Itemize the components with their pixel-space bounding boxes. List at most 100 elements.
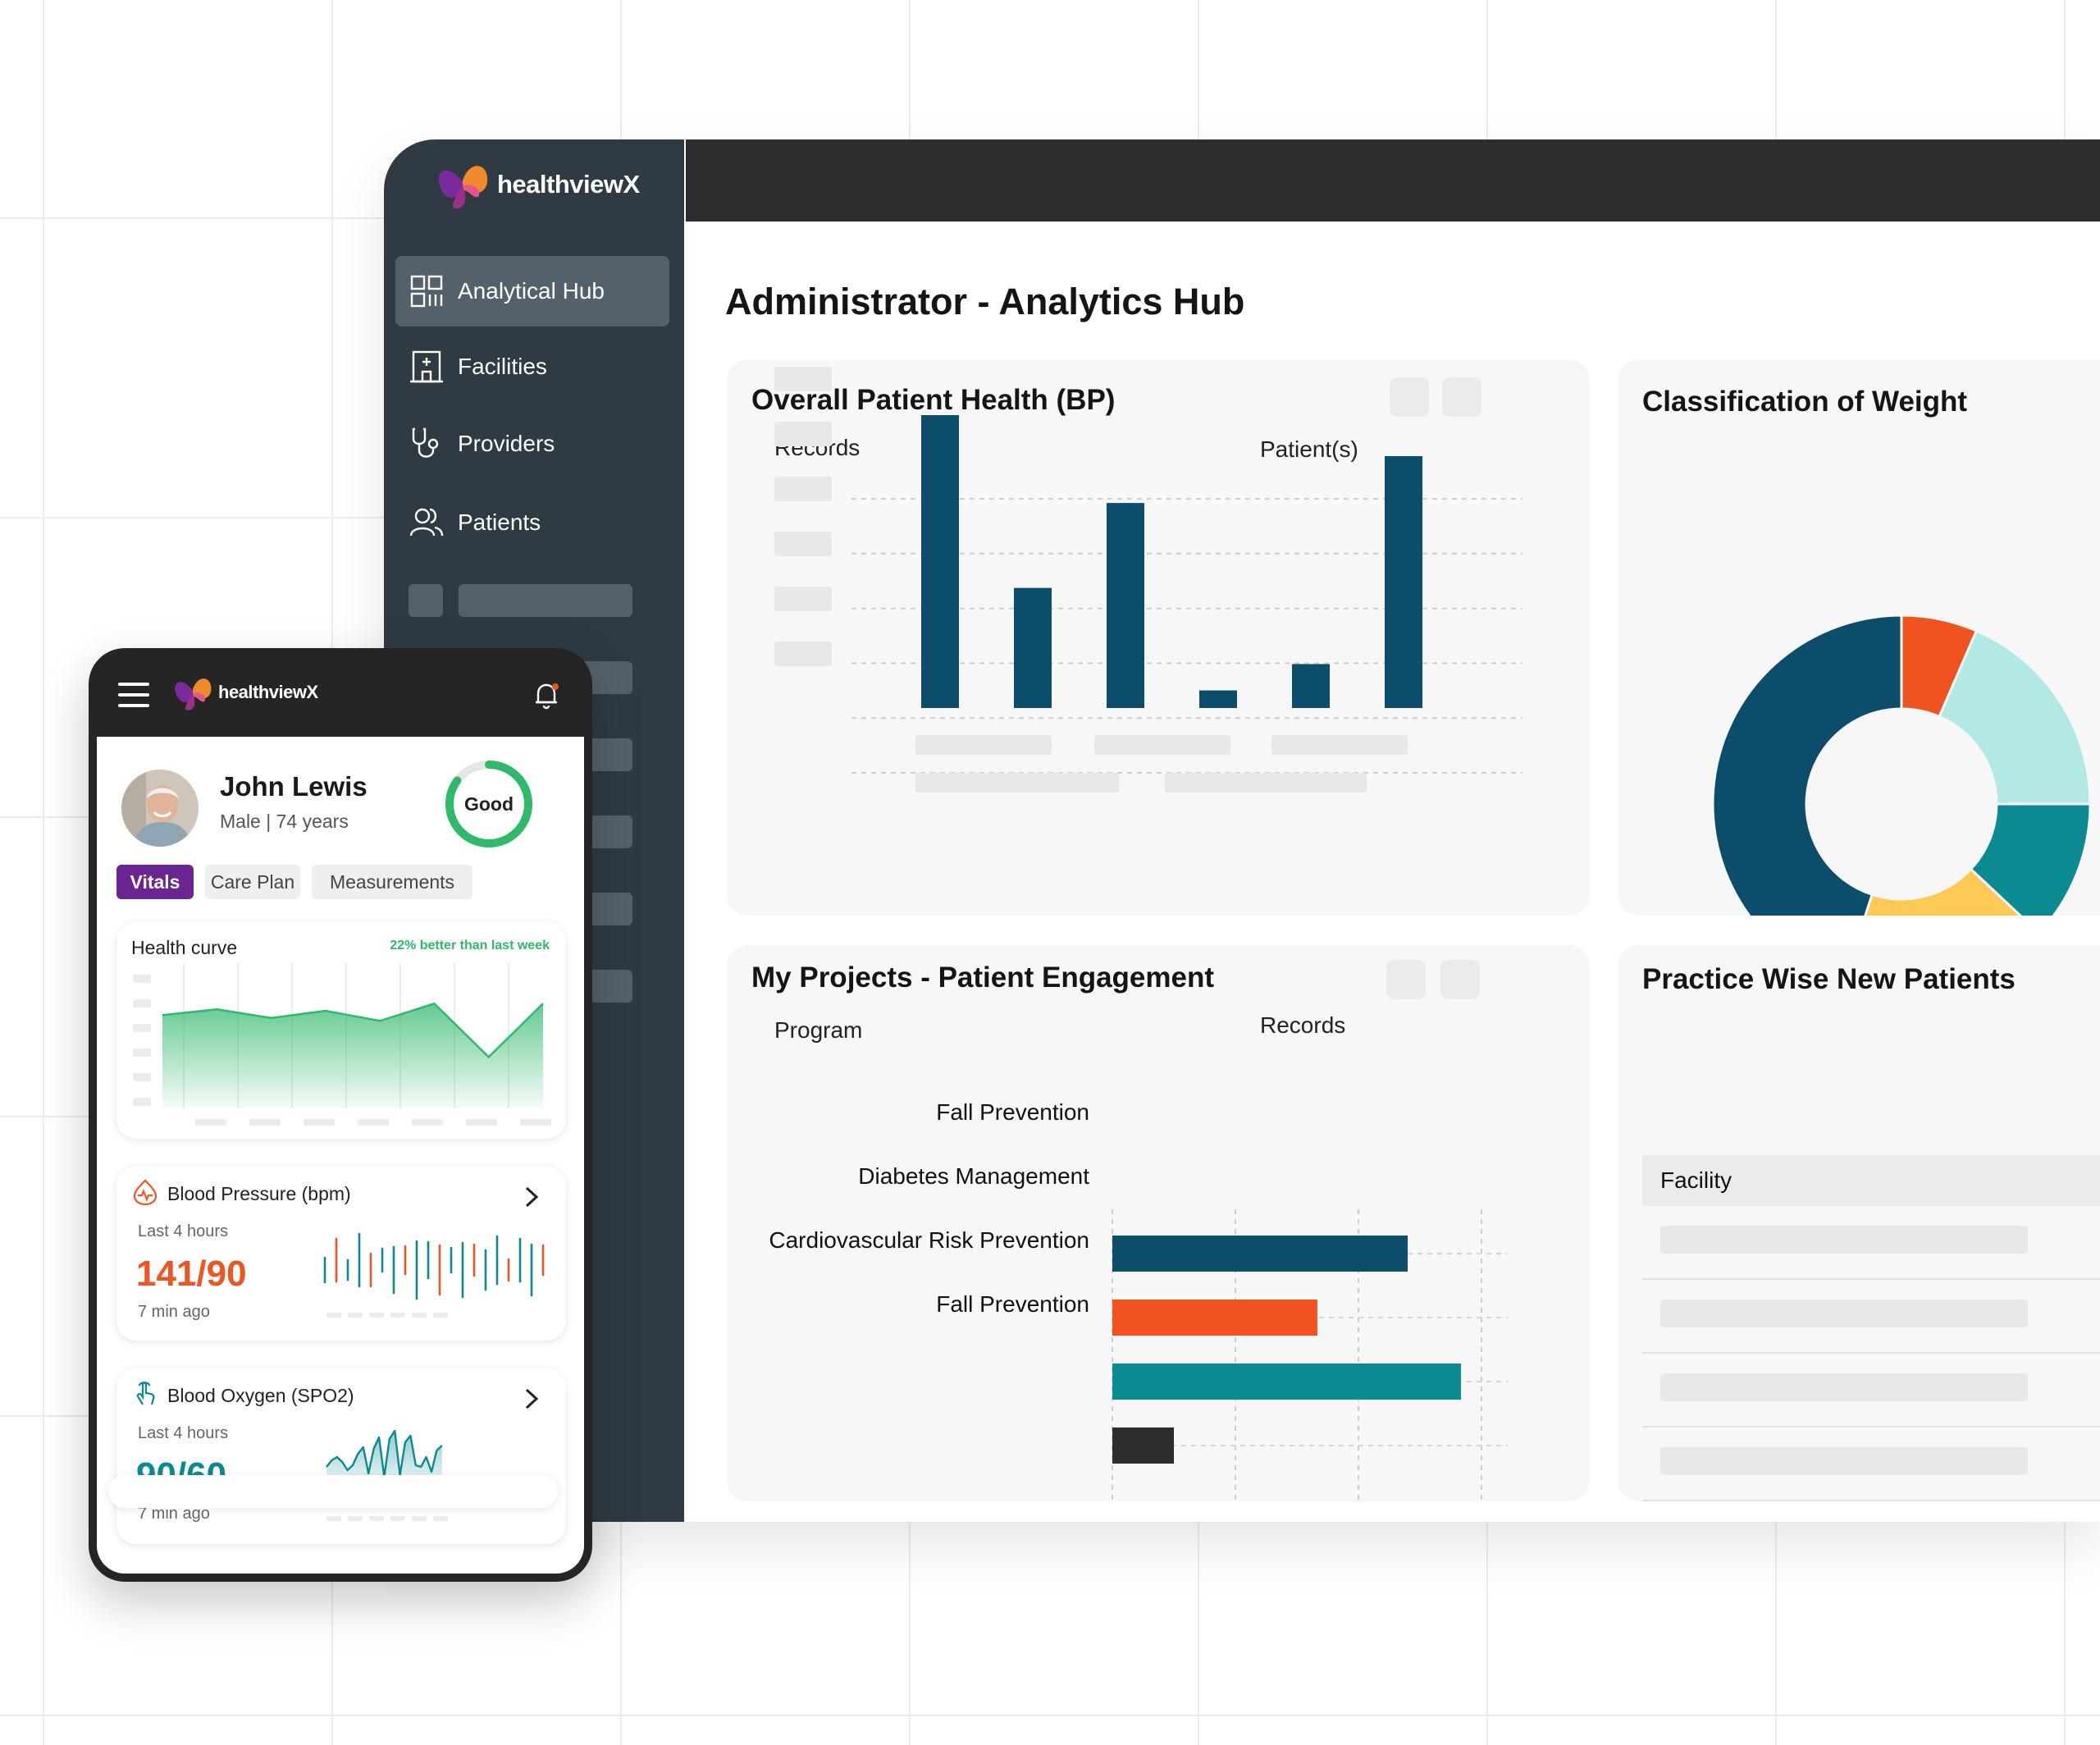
- mobile-device: healthviewX John Lewis Male | 74 years G…: [89, 648, 592, 1582]
- hamburger-menu-icon[interactable]: [118, 683, 149, 707]
- table-row[interactable]: [1642, 1354, 2100, 1428]
- pie-slice: [1969, 802, 2092, 916]
- sidebar-item-providers[interactable]: Providers: [395, 409, 669, 479]
- building-icon: [410, 350, 443, 383]
- health-curve-card[interactable]: Health curve 22% better than last week: [116, 922, 566, 1139]
- stethoscope-icon: [412, 427, 439, 458]
- brand-logo[interactable]: healthviewX: [433, 156, 640, 213]
- x-tick-placeholder: [326, 1313, 341, 1318]
- x-tick-placeholder: [520, 1119, 551, 1126]
- bar: [1112, 1300, 1317, 1336]
- mobile-brand-logo[interactable]: healthviewX: [171, 671, 318, 714]
- tab-care-plan[interactable]: Care Plan: [205, 865, 300, 899]
- timestamp: 7 min ago: [138, 1303, 210, 1321]
- sidebar-item-patients[interactable]: Patients: [395, 487, 669, 558]
- blood-oxygen-card[interactable]: Blood Oxygen (SPO2) Last 4 hours 90/60 7…: [116, 1368, 566, 1544]
- chevron-right-icon[interactable]: [522, 1386, 541, 1411]
- x-tick-placeholder: [369, 1516, 384, 1521]
- x-tick-placeholder: [249, 1119, 281, 1126]
- sidebar-item-label: Facilities: [458, 354, 547, 379]
- card-title: Health curve: [131, 937, 238, 958]
- pie-slice: [1938, 628, 2092, 806]
- sidebar-item-analytical-hub[interactable]: Analytical Hub: [395, 256, 669, 327]
- x-tick-placeholder: [412, 1516, 427, 1521]
- x-tick-placeholder: [358, 1119, 389, 1126]
- blood-pressure-card[interactable]: Blood Pressure (bpm) Last 4 hours 141/90…: [116, 1167, 566, 1341]
- bp-value: 141/90: [136, 1254, 247, 1294]
- row-placeholder: [1660, 1226, 2028, 1254]
- avatar[interactable]: [121, 770, 199, 847]
- table-row[interactable]: [1642, 1206, 2100, 1280]
- bar: [1112, 1236, 1408, 1272]
- y-tick-placeholder: [774, 422, 832, 446]
- y-tick-placeholder: [774, 367, 832, 391]
- y-tick-placeholder: [133, 1048, 151, 1057]
- y-tick-placeholder: [133, 1024, 151, 1032]
- sidebar-item-facilities[interactable]: Facilities: [395, 331, 669, 402]
- nav-placeholder-label: [459, 584, 632, 617]
- x-label-placeholder: [1165, 773, 1367, 793]
- bell-icon[interactable]: [533, 681, 561, 710]
- page-title: Administrator - Analytics Hub: [725, 281, 1245, 322]
- patient-details: Male | 74 years: [220, 811, 349, 832]
- table-row[interactable]: [1642, 1280, 2100, 1354]
- chevron-right-icon[interactable]: [522, 1185, 541, 1209]
- x-tick-placeholder: [348, 1313, 363, 1318]
- table-header-facility[interactable]: Facility: [1642, 1155, 2100, 1206]
- right-axis-label: Patient(s): [1260, 436, 1358, 462]
- bar: [1292, 664, 1330, 708]
- spo2-sparkline: [326, 1429, 448, 1521]
- sidebar-item-label: Analytical Hub: [458, 278, 605, 304]
- y-tick-placeholder: [774, 642, 832, 666]
- bar: [1385, 455, 1422, 708]
- tick-label: Fall Prevention: [936, 1099, 1089, 1125]
- tab-measurements[interactable]: Measurements: [312, 865, 472, 899]
- x-tick-placeholder: [915, 735, 1052, 755]
- x-tick-placeholder: [348, 1516, 363, 1521]
- weight-card: Classification of Weight: [1618, 359, 2100, 916]
- x-tick-placeholder: [433, 1516, 448, 1521]
- pie-slice: [1864, 867, 2023, 916]
- x-tick-placeholder: [390, 1313, 405, 1318]
- x-tick-placeholder: [412, 1313, 427, 1318]
- butterfly-logo-icon: [438, 166, 488, 209]
- brand-name: healthviewX: [497, 170, 640, 199]
- weight-donut-chart: [1711, 614, 2092, 916]
- card-action-button[interactable]: [1386, 960, 1426, 999]
- x-label-placeholder: [915, 773, 1119, 793]
- bp-sparkline: [323, 1232, 545, 1318]
- x-tick-placeholder: [195, 1119, 226, 1126]
- desktop-window: healthviewX Analytical Hub Facilities: [384, 139, 2100, 1522]
- y-tick-placeholder: [774, 532, 832, 556]
- y-axis-label: Program: [774, 1017, 863, 1043]
- x-tick-placeholder: [1094, 735, 1230, 755]
- pie-slice: [1711, 614, 1903, 916]
- card-title: Blood Pressure (bpm): [167, 1183, 351, 1204]
- bp-card: Overall Patient Health (BP) Records Pati…: [727, 359, 1590, 916]
- bar: [1107, 503, 1144, 708]
- bar: [1112, 1428, 1174, 1464]
- tab-vitals[interactable]: Vitals: [116, 865, 194, 899]
- y-tick-placeholder: [133, 999, 151, 1007]
- y-tick-placeholder: [774, 477, 832, 501]
- card-action-button[interactable]: [1442, 377, 1481, 417]
- grid-icon: [410, 275, 443, 308]
- y-tick-placeholder: [774, 587, 832, 611]
- tick-label: Fall Prevention: [936, 1291, 1089, 1317]
- x-tick-placeholder: [369, 1313, 384, 1318]
- mobile-screen: John Lewis Male | 74 years Good Vitals C…: [97, 737, 584, 1574]
- x-tick-placeholder: [466, 1119, 497, 1126]
- row-placeholder: [1660, 1300, 2028, 1327]
- health-status-ring: [445, 761, 532, 847]
- card-action-button[interactable]: [1440, 960, 1480, 999]
- table-row[interactable]: [1642, 1428, 2100, 1501]
- tick-label: Cardiovascular Risk Prevention: [769, 1227, 1089, 1253]
- projects-card: My Projects - Patient Engagement Program…: [727, 945, 1590, 1501]
- x-tick-placeholder: [1271, 735, 1408, 755]
- card-title: My Projects - Patient Engagement: [751, 962, 1215, 994]
- bar: [1199, 690, 1237, 708]
- card-action-button[interactable]: [1390, 377, 1429, 417]
- card-title: Classification of Weight: [1642, 386, 1968, 418]
- row-placeholder: [1660, 1447, 2028, 1475]
- practice-card: Practice Wise New Patients Facility: [1618, 945, 2100, 1501]
